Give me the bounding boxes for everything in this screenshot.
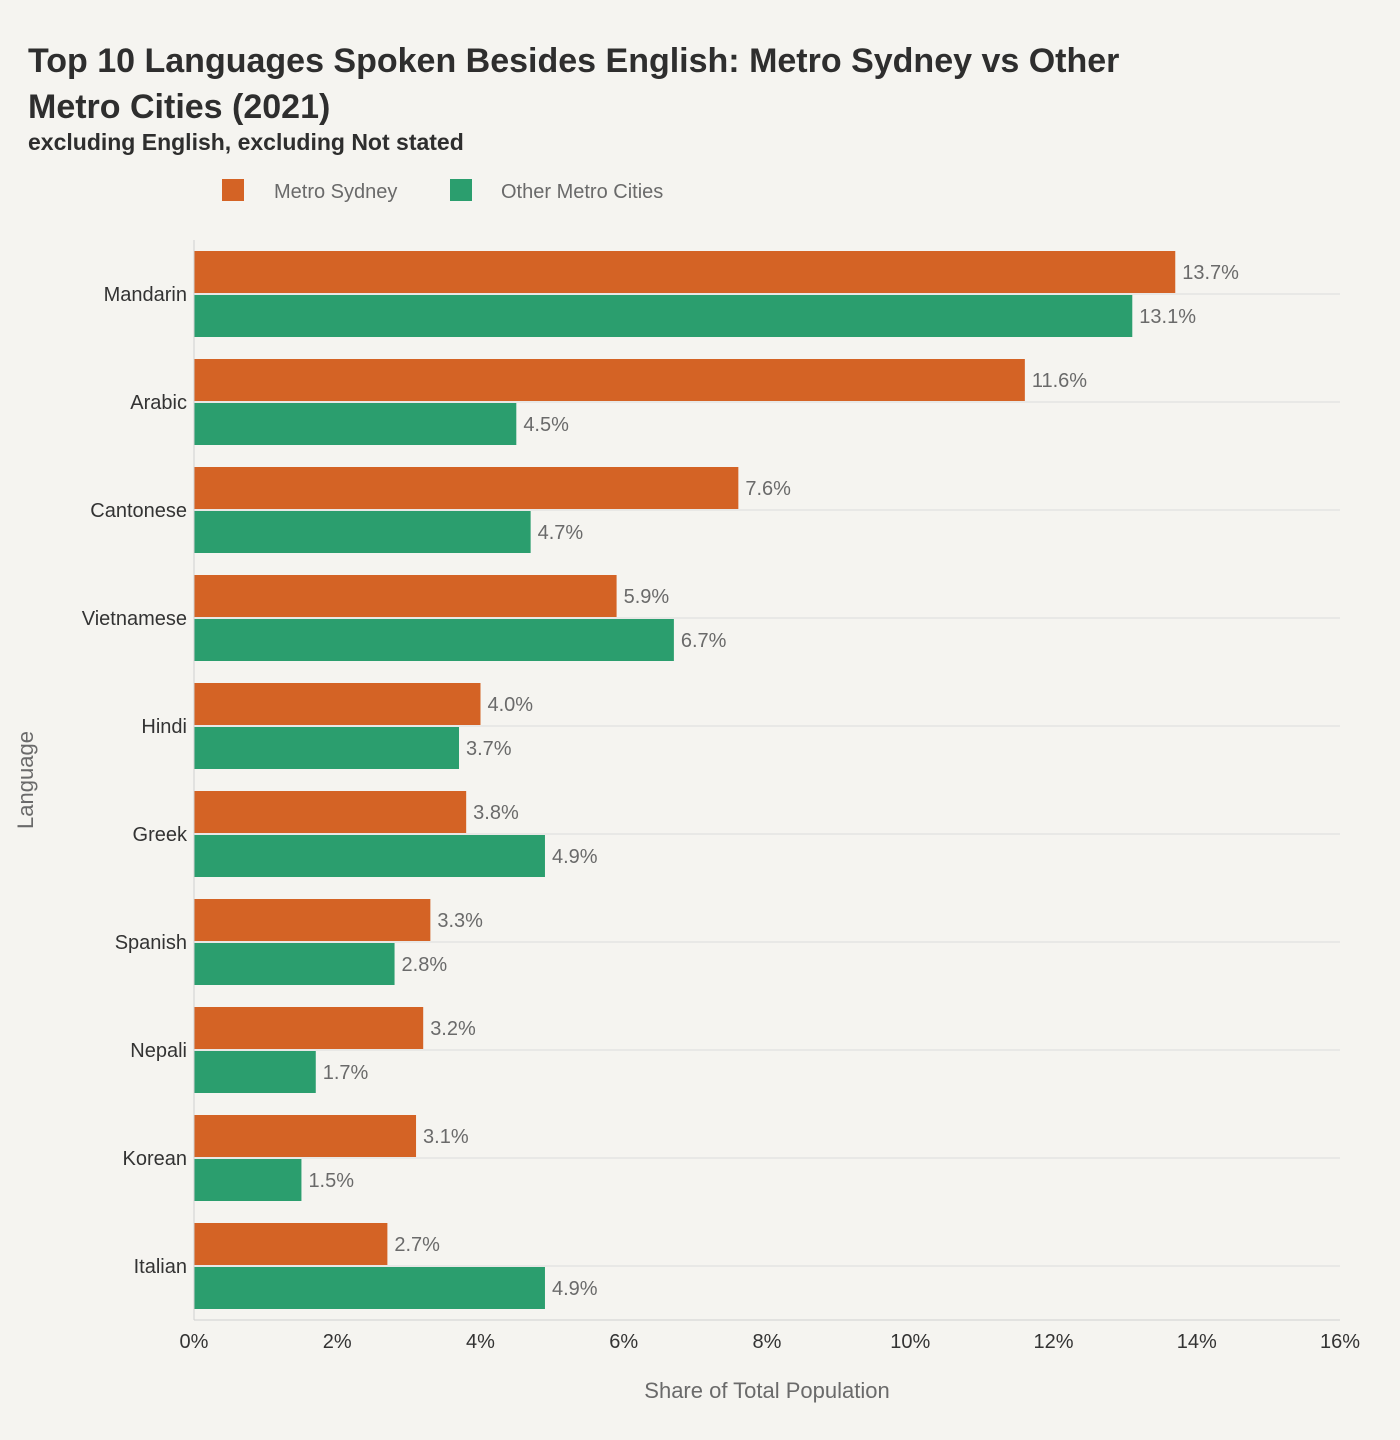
y-axis-title: Language: [13, 731, 38, 829]
bar-metro-sydney-arabic: [194, 359, 1025, 401]
data-labels: 13.7% 13.1% 11.6% 4.5% 7.6% 4.7% 5.9% 6.7% 4.0% 3…: [308, 262, 1239, 1300]
data-label-other-metro-cities-arabic: 4.5%: [523, 414, 569, 436]
data-label-other-metro-cities-nepali: 1.7%: [323, 1062, 369, 1084]
bar-other-metro-cities-nepali: [194, 1051, 316, 1093]
bar-other-metro-cities-hindi: [194, 727, 460, 769]
data-label-other-metro-cities-mandarin: 13.1%: [1139, 306, 1196, 328]
x-tick-label-1: 2%: [323, 1331, 352, 1353]
data-label-other-metro-cities-spanish: 2.8%: [402, 954, 448, 976]
y-tick-label-korean: Korean: [123, 1148, 188, 1170]
bar-metro-sydney-italian: [194, 1223, 388, 1265]
bar-metro-sydney-vietnamese: [194, 575, 617, 617]
bar-metro-sydney-nepali: [194, 1007, 424, 1049]
y-tick-label-spanish: Spanish: [115, 932, 187, 954]
data-label-metro-sydney-hindi: 4.0%: [488, 694, 534, 716]
bar-metro-sydney-mandarin: [194, 251, 1176, 293]
chart-subtitle: excluding English, excluding Not stated: [28, 129, 464, 155]
legend-swatch-other-metro-cities: [450, 179, 472, 201]
y-tick-label-hindi: Hindi: [141, 716, 187, 738]
bar-other-metro-cities-mandarin: [194, 295, 1133, 337]
bar-other-metro-cities-vietnamese: [194, 619, 674, 661]
x-tick-label-2: 4%: [466, 1331, 495, 1353]
y-tick-label-mandarin: Mandarin: [104, 284, 187, 306]
y-tick-label-nepali: Nepali: [130, 1040, 187, 1062]
data-label-metro-sydney-vietnamese: 5.9%: [624, 586, 670, 608]
y-tick-label-vietnamese: Vietnamese: [82, 608, 187, 630]
data-label-other-metro-cities-korean: 1.5%: [308, 1170, 354, 1192]
data-label-metro-sydney-italian: 2.7%: [394, 1234, 440, 1256]
x-tick-label-3: 6%: [609, 1331, 638, 1353]
gridlines: [194, 293, 1340, 1267]
bar-other-metro-cities-italian: [194, 1267, 545, 1309]
y-tick-label-arabic: Arabic: [130, 392, 187, 414]
bars: [194, 251, 1176, 1309]
data-label-metro-sydney-nepali: 3.2%: [430, 1018, 476, 1040]
data-label-metro-sydney-korean: 3.1%: [423, 1126, 469, 1148]
x-tick-label-7: 14%: [1177, 1331, 1217, 1353]
x-tick-label-5: 10%: [890, 1331, 930, 1353]
data-label-other-metro-cities-hindi: 3.7%: [466, 738, 512, 760]
data-label-other-metro-cities-italian: 4.9%: [552, 1278, 598, 1300]
bar-other-metro-cities-greek: [194, 835, 545, 877]
x-axis-title: Share of Total Population: [644, 1378, 889, 1403]
data-label-metro-sydney-spanish: 3.3%: [437, 910, 483, 932]
bar-metro-sydney-korean: [194, 1115, 417, 1157]
data-label-other-metro-cities-cantonese: 4.7%: [538, 522, 584, 544]
x-tick-label-4: 8%: [753, 1331, 782, 1353]
data-label-other-metro-cities-greek: 4.9%: [552, 846, 598, 868]
y-tick-label-italian: Italian: [134, 1256, 187, 1278]
bar-metro-sydney-greek: [194, 791, 467, 833]
bar-other-metro-cities-spanish: [194, 943, 395, 985]
data-label-metro-sydney-arabic: 11.6%: [1032, 370, 1087, 392]
data-label-metro-sydney-mandarin: 13.7%: [1182, 262, 1239, 284]
data-label-metro-sydney-greek: 3.8%: [473, 802, 519, 824]
legend-label-metro-sydney: Metro Sydney: [274, 181, 397, 203]
bar-other-metro-cities-korean: [194, 1159, 302, 1201]
chart-title-line1: Top 10 Languages Spoken Besides English:…: [28, 42, 1119, 80]
chart-title-line2: Metro Cities (2021): [28, 88, 330, 126]
y-tick-label-greek: Greek: [133, 824, 188, 846]
bar-metro-sydney-hindi: [194, 683, 481, 725]
bar-metro-sydney-spanish: [194, 899, 431, 941]
legend-label-other-metro-cities: Other Metro Cities: [501, 181, 663, 203]
bar-other-metro-cities-cantonese: [194, 511, 531, 553]
x-tick-label-8: 16%: [1320, 1331, 1360, 1353]
data-label-metro-sydney-cantonese: 7.6%: [745, 478, 791, 500]
y-axis-ticks: Mandarin Arabic Cantonese Vietnamese Hindi Gr…: [82, 284, 188, 1278]
y-tick-label-cantonese: Cantonese: [90, 500, 187, 522]
legend-swatch-metro-sydney: [222, 179, 244, 201]
data-label-other-metro-cities-vietnamese: 6.7%: [681, 630, 727, 652]
x-tick-label-0: 0%: [180, 1331, 209, 1353]
bar-metro-sydney-cantonese: [194, 467, 739, 509]
x-tick-label-6: 12%: [1033, 1331, 1073, 1353]
bar-other-metro-cities-arabic: [194, 403, 517, 445]
x-axis-ticks: 0% 2% 4% 6% 8% 10% 12% 14% 16%: [180, 1331, 1361, 1353]
legend: Metro Sydney Other Metro Cities: [222, 179, 663, 203]
